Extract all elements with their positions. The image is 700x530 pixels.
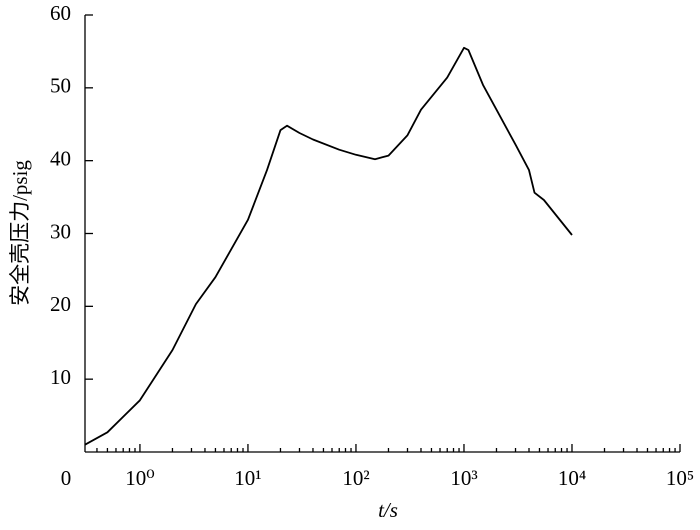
y-tick-label: 0 [61, 466, 72, 490]
y-tick-label: 50 [50, 74, 71, 98]
y-tick-label: 40 [50, 146, 71, 170]
y-axis-label: 安全壳压力/psig [8, 160, 32, 306]
x-tick-label: 10⁰ [125, 466, 154, 490]
data-line [84, 46, 573, 446]
x-tick-label: 10⁵ [666, 466, 694, 490]
y-tick-label: 10 [50, 365, 71, 389]
x-tick-label: 10³ [450, 466, 477, 490]
x-tick-label: 10² [342, 466, 369, 490]
y-tick-label: 20 [50, 292, 71, 316]
y-tick-label: 60 [50, 1, 71, 25]
x-tick-label: 10⁴ [558, 466, 586, 490]
y-tick-label: 30 [50, 219, 71, 243]
x-axis-label: t/s [378, 498, 398, 522]
x-tick-label: 10¹ [234, 466, 261, 490]
